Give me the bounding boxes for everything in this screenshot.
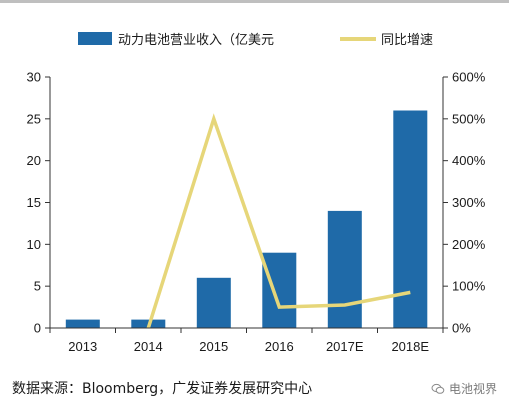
- y-right-tick-label: 100%: [452, 279, 486, 294]
- y-right-tick-label: 200%: [452, 237, 486, 252]
- y-left-tick-label: 25: [27, 111, 41, 126]
- x-tick-label: 2018E: [391, 339, 429, 354]
- x-tick-label: 2014: [134, 339, 163, 354]
- bar-2013: [65, 319, 100, 328]
- y-left-tick-label: 20: [27, 153, 41, 168]
- source-note: 数据来源：Bloomberg，广发证券发展研究中心: [12, 381, 313, 397]
- legend: 动力电池营业收入（亿美元 同比增速: [78, 32, 433, 48]
- y-left-tick-label: 15: [27, 195, 41, 210]
- plot-area: [65, 110, 428, 329]
- y-right-tick-label: 600%: [452, 70, 486, 85]
- y-left-tick-label: 5: [34, 279, 41, 294]
- y-left-tick-label: 10: [27, 237, 41, 252]
- axes: 0510152025300%100%200%300%400%500%600%20…: [27, 70, 486, 355]
- watermark: 电池视界: [431, 380, 497, 397]
- bar-2018E: [393, 110, 428, 328]
- wechat-icon: [431, 383, 445, 394]
- y-left-tick-label: 30: [27, 70, 41, 85]
- y-right-tick-label: 500%: [452, 111, 486, 126]
- watermark-text: 电池视界: [448, 382, 497, 396]
- y-right-tick-label: 300%: [452, 195, 486, 210]
- growth-line: [146, 113, 411, 329]
- legend-label-line: 同比增速: [381, 33, 433, 48]
- x-tick-label: 2017E: [326, 339, 364, 354]
- y-right-tick-label: 0%: [452, 321, 471, 336]
- y-left-tick-label: 0: [34, 321, 41, 336]
- bar-2016: [262, 252, 297, 328]
- x-tick-label: 2015: [199, 339, 228, 354]
- legend-swatch-bar: [78, 32, 112, 45]
- y-right-tick-label: 400%: [452, 153, 486, 168]
- bar-2017E: [327, 210, 362, 328]
- top-rule: [0, 0, 509, 3]
- legend-label-bar: 动力电池营业收入（亿美元: [118, 33, 274, 48]
- bar-2015: [196, 277, 231, 328]
- x-tick-label: 2016: [265, 339, 294, 354]
- x-tick-label: 2013: [68, 339, 97, 354]
